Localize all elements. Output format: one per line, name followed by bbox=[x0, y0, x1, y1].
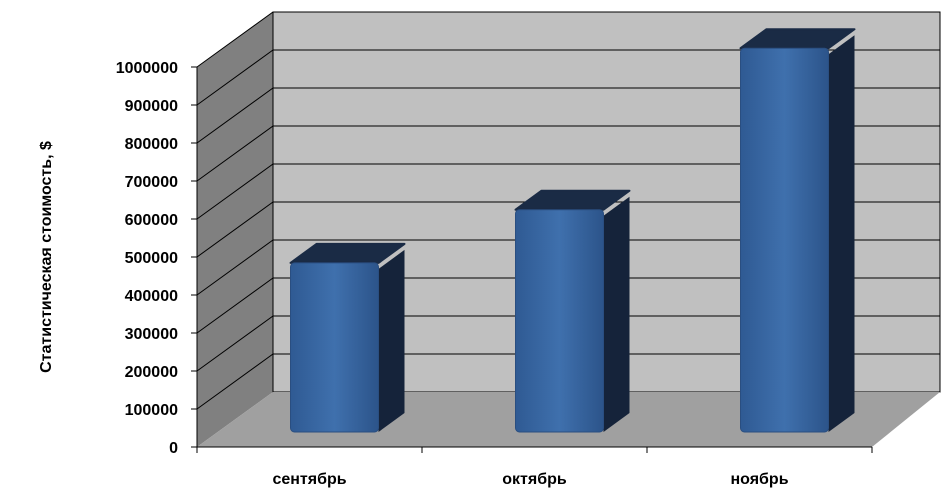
bars bbox=[289, 28, 856, 433]
gridline bbox=[196, 239, 940, 296]
gridline bbox=[196, 49, 940, 106]
bar bbox=[290, 262, 379, 433]
y-tick-label: 200000 bbox=[125, 364, 178, 381]
bar-side bbox=[378, 249, 405, 432]
gridline bbox=[196, 277, 940, 334]
gridline bbox=[196, 163, 940, 220]
y-tick-label: 1000000 bbox=[116, 60, 178, 77]
y-tick-label: 800000 bbox=[125, 136, 178, 153]
gridlines bbox=[196, 11, 940, 410]
y-tick-label: 500000 bbox=[125, 250, 178, 267]
y-axis-ticks: 0 100000 200000 300000 400000 500000 600000 700… bbox=[116, 60, 197, 457]
y-tick-label: 300000 bbox=[125, 326, 178, 343]
gridline bbox=[196, 125, 940, 182]
y-tick-label: 900000 bbox=[125, 98, 178, 115]
x-category-label: сентябрь bbox=[272, 471, 346, 488]
gridline bbox=[196, 315, 940, 372]
y-tick-label: 100000 bbox=[125, 402, 178, 419]
y-tick-label: 600000 bbox=[125, 212, 178, 229]
bar-side bbox=[603, 196, 630, 432]
y-tick-label: 700000 bbox=[125, 174, 178, 191]
gridline bbox=[196, 353, 940, 410]
bar bbox=[740, 47, 829, 433]
gridline bbox=[196, 11, 940, 68]
y-tick-label: 400000 bbox=[125, 288, 178, 305]
gridline bbox=[196, 87, 940, 144]
x-category-label: ноябрь bbox=[730, 471, 788, 488]
gridline bbox=[196, 201, 940, 258]
y-tick-label: 0 bbox=[169, 440, 178, 457]
y-axis-title: Статистическая стоимость, $ bbox=[38, 141, 55, 373]
x-category-label: октябрь bbox=[502, 471, 567, 488]
x-axis-categories: сентябрь октябрь ноябрь bbox=[196, 447, 873, 488]
bar-side bbox=[828, 35, 855, 432]
bar bbox=[515, 209, 604, 433]
